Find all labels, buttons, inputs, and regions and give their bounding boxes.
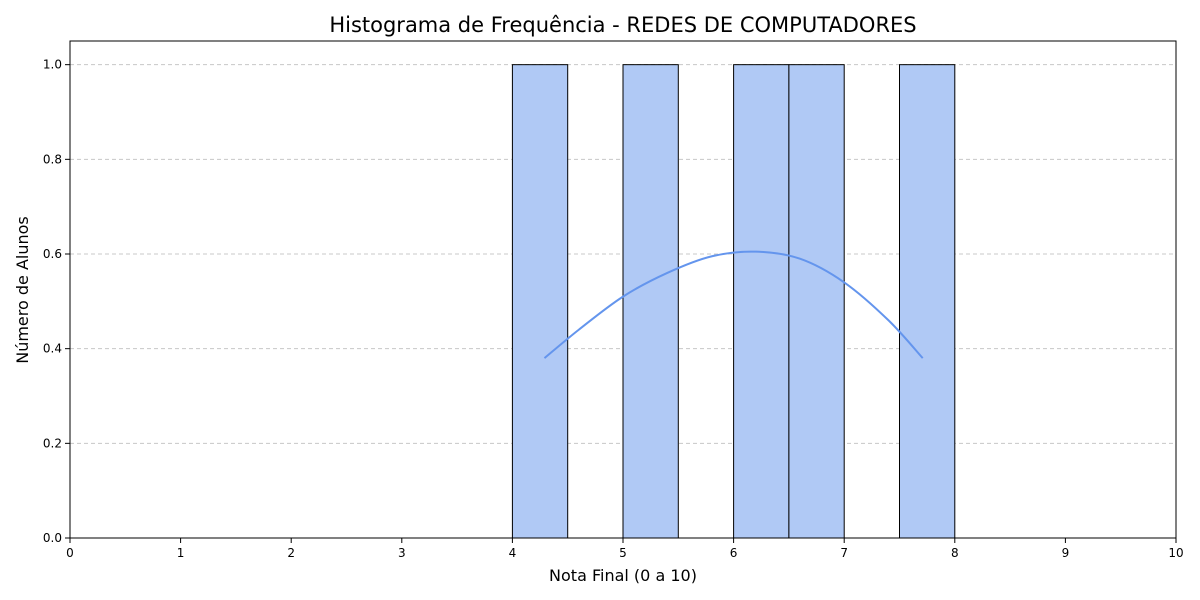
x-tick-label: 6	[730, 546, 738, 560]
y-axis-label: Número de Alunos	[13, 216, 32, 364]
x-tick-label: 9	[1062, 546, 1070, 560]
x-tick-label: 10	[1168, 546, 1183, 560]
y-tick-label: 0.4	[43, 342, 62, 356]
x-tick-label: 5	[619, 546, 627, 560]
y-tick-label: 1.0	[43, 58, 62, 72]
x-axis-ticks: 0 1 2 3 4 5 6 7 8 9 10	[66, 538, 1184, 560]
x-tick-label: 2	[287, 546, 295, 560]
chart-title: Histograma de Frequência - REDES DE COMP…	[329, 13, 916, 37]
y-tick-label: 0.2	[43, 436, 62, 450]
x-tick-label: 1	[177, 546, 185, 560]
histogram-bar	[622, 64, 679, 539]
histogram-bar	[511, 64, 569, 539]
y-axis-ticks: 0.0 0.2 0.4 0.6 0.8 1.0	[43, 58, 70, 545]
density-curve-layer	[543, 250, 924, 359]
y-tick-label: 0.8	[43, 152, 62, 166]
x-tick-label: 8	[951, 546, 959, 560]
histogram-bar	[733, 64, 790, 539]
histogram-bar	[788, 64, 845, 539]
x-tick-label: 0	[66, 546, 74, 560]
x-axis-label: Nota Final (0 a 10)	[549, 566, 697, 585]
x-tick-label: 4	[509, 546, 517, 560]
x-tick-label: 3	[398, 546, 406, 560]
y-tick-label: 0.6	[43, 247, 62, 261]
density-curve	[543, 250, 924, 359]
histogram-bar	[899, 64, 956, 539]
x-tick-label: 7	[840, 546, 848, 560]
y-tick-label: 0.0	[43, 531, 62, 545]
